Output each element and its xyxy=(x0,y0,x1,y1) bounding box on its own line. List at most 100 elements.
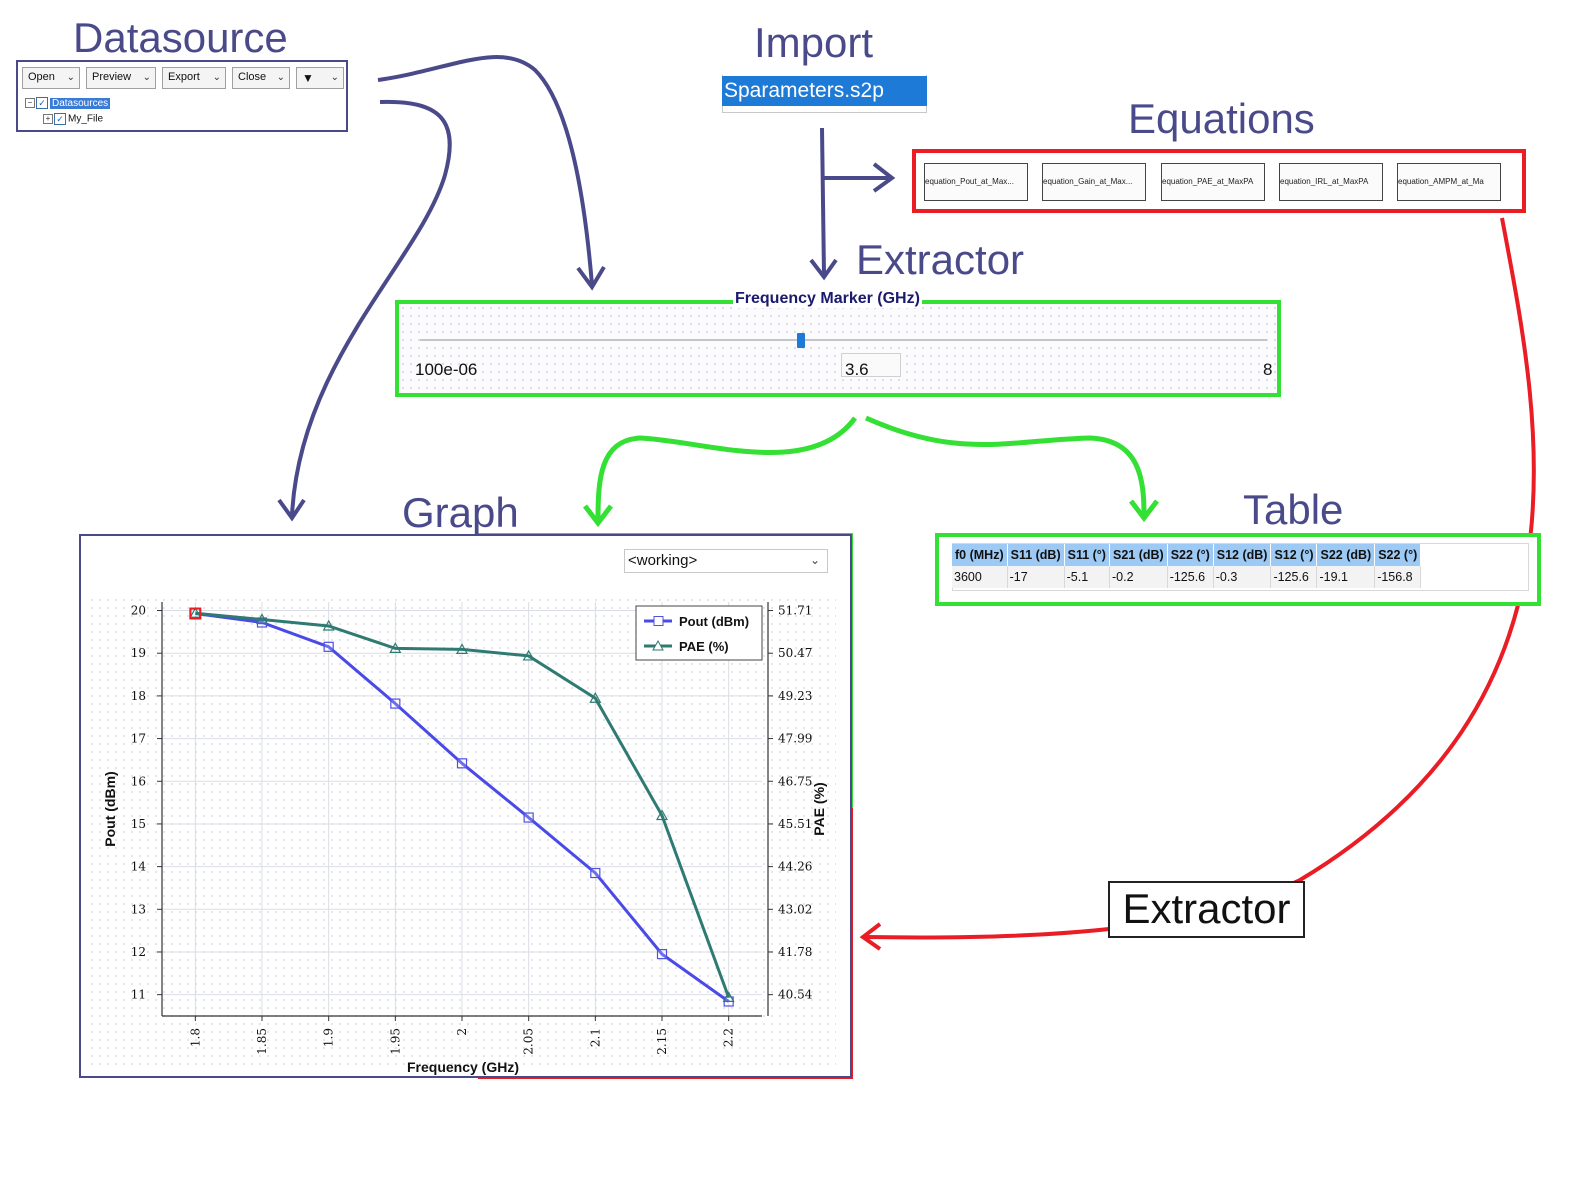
pout-marker xyxy=(523,812,534,823)
pae-marker xyxy=(455,643,469,654)
table-header[interactable]: S22 (dB) xyxy=(1316,544,1376,566)
working-selector-value: <working> xyxy=(628,552,698,569)
table-cell: -19.1 xyxy=(1316,566,1376,588)
tree-label-my-file: My_File xyxy=(68,113,104,125)
equation-button-pae[interactable]: equation_PAE_at_MaxPA xyxy=(1161,163,1265,201)
table-cell: -156.8 xyxy=(1374,566,1422,588)
pout-marker xyxy=(456,758,468,769)
y-tick-label: 12 xyxy=(131,945,146,959)
import-selected-file[interactable]: Sparameters.s2p xyxy=(722,76,927,106)
y2-tick-label: 51.71 xyxy=(778,604,812,618)
pae-marker xyxy=(522,649,535,661)
import-title: Import xyxy=(754,19,874,66)
x-tick-label: 1.8 xyxy=(188,1028,202,1047)
close-button[interactable]: Close ⌄ xyxy=(232,67,290,89)
open-label: Open xyxy=(28,71,55,83)
series-line-pout xyxy=(195,612,730,1003)
y-tick-label: 20 xyxy=(131,604,146,618)
y2-tick-label: 43.02 xyxy=(778,902,812,916)
table-title: Table xyxy=(1243,486,1344,533)
pae-marker xyxy=(655,809,669,821)
working-selector[interactable]: <working> ⌄ xyxy=(624,549,828,573)
x-tick-label: 1.85 xyxy=(255,1028,269,1055)
table-header[interactable]: S21 (dB) xyxy=(1109,544,1168,566)
equations-title: Equations xyxy=(1128,95,1315,142)
equations-panel: equation_Pout_at_Max... equation_Gain_at… xyxy=(912,149,1526,213)
series-line-pae xyxy=(195,611,731,998)
pout-marker xyxy=(656,949,668,960)
legend-box xyxy=(635,605,763,661)
equation-button-ampm[interactable]: equation_AMPM_at_Ma xyxy=(1397,163,1501,201)
export-button[interactable]: Export ⌄ xyxy=(162,67,226,89)
extractor-bottom-title: Extractor xyxy=(1122,885,1291,932)
checkbox-icon[interactable]: ✓ xyxy=(54,113,66,125)
x-tick-label: 2.15 xyxy=(655,1028,669,1055)
datasource-panel: Open ⌄ Preview ⌄ Export ⌄ Close ⌄ ▼ ⌄ − ✓ Datas… xyxy=(16,60,348,132)
tree-label-datasources: Datasources xyxy=(50,97,111,109)
x-axis-label: Frequency (GHz) xyxy=(407,1059,519,1075)
slider-max-label: 8 xyxy=(1263,360,1273,379)
table-cell: -0.3 xyxy=(1213,566,1272,588)
pae-marker xyxy=(589,691,602,703)
frequency-value: 3.6 xyxy=(845,360,869,379)
x-tick-label: 1.9 xyxy=(322,1028,336,1047)
chevron-down-icon: ⌄ xyxy=(212,72,221,83)
checkbox-icon[interactable]: ✓ xyxy=(36,97,48,109)
frequency-slider-track[interactable] xyxy=(420,339,1267,341)
chevron-down-icon: ⌄ xyxy=(330,72,339,83)
chevron-down-icon: ⌄ xyxy=(142,72,151,83)
y-tick-label: 18 xyxy=(131,689,146,703)
open-button[interactable]: Open ⌄ xyxy=(22,67,80,89)
tree-item-my-file[interactable]: + ✓ My_File xyxy=(43,113,103,125)
pae-marker xyxy=(322,619,335,631)
pout-marker xyxy=(323,641,334,652)
equation-button-irl[interactable]: equation_IRL_at_MaxPA xyxy=(1279,163,1383,201)
table-header[interactable]: S22 (°) xyxy=(1374,544,1422,566)
chevron-down-icon: ⌄ xyxy=(276,72,285,83)
preview-button[interactable]: Preview ⌄ xyxy=(86,67,156,89)
s-parameter-table: f0 (MHz) S11 (dB) S11 (°) S21 (dB) S22 (… xyxy=(952,544,1422,588)
table-header[interactable]: S11 (dB) xyxy=(1007,544,1065,566)
table-header[interactable]: f0 (MHz) xyxy=(952,544,1008,566)
pout-marker xyxy=(590,867,601,879)
y2-tick-label: 40.54 xyxy=(778,988,813,1002)
y-tick-label: 11 xyxy=(131,988,146,1002)
y-tick-label: 13 xyxy=(131,902,146,916)
table-header[interactable]: S12 (°) xyxy=(1270,544,1318,566)
y2-tick-label: 41.78 xyxy=(778,945,812,959)
export-label: Export xyxy=(168,71,200,83)
y2-tick-label: 47.99 xyxy=(778,732,812,746)
tree-item-datasources[interactable]: − ✓ Datasources xyxy=(25,97,111,109)
y2-tick-label: 44.26 xyxy=(778,860,812,874)
table-header[interactable]: S12 (dB) xyxy=(1213,544,1272,566)
y-tick-label: 14 xyxy=(131,860,147,874)
table-cell: -125.6 xyxy=(1270,566,1318,588)
extractor-panel xyxy=(395,300,1281,397)
collapse-icon[interactable]: − xyxy=(25,98,35,108)
table-cell: -5.1 xyxy=(1064,566,1110,588)
y2-tick-label: 46.75 xyxy=(778,774,812,788)
y-tick-label: 16 xyxy=(131,774,146,788)
pae-marker xyxy=(189,607,202,618)
slider-min-label: 100e-06 xyxy=(415,360,478,379)
chevron-down-icon: ⌄ xyxy=(66,72,75,83)
close-label: Close xyxy=(238,71,267,83)
y2-axis-label: PAE (%) xyxy=(811,782,827,835)
selected-marker xyxy=(189,607,202,620)
pae-marker xyxy=(255,613,269,625)
table-header[interactable]: S11 (°) xyxy=(1064,544,1110,566)
equation-button-gain[interactable]: equation_Gain_at_Max... xyxy=(1042,163,1146,201)
filter-button[interactable]: ▼ ⌄ xyxy=(296,67,344,89)
frequency-value-field[interactable] xyxy=(841,353,901,377)
table-row[interactable]: 3600 -17 -5.1 -0.2 -125.6 -0.3 -125.6 -1… xyxy=(952,566,1422,588)
chevron-down-icon: ⌄ xyxy=(809,553,820,567)
y2-tick-label: 50.47 xyxy=(778,646,812,660)
frequency-slider-thumb[interactable] xyxy=(797,333,806,348)
expand-icon[interactable]: + xyxy=(43,114,53,124)
y2-tick-label: 45.51 xyxy=(778,817,812,831)
equation-button-pout[interactable]: equation_Pout_at_Max... xyxy=(924,163,1028,201)
y-tick-label: 15 xyxy=(131,817,146,831)
extractor-title: Extractor xyxy=(856,236,1025,283)
table-header[interactable]: S22 (°) xyxy=(1167,544,1214,566)
